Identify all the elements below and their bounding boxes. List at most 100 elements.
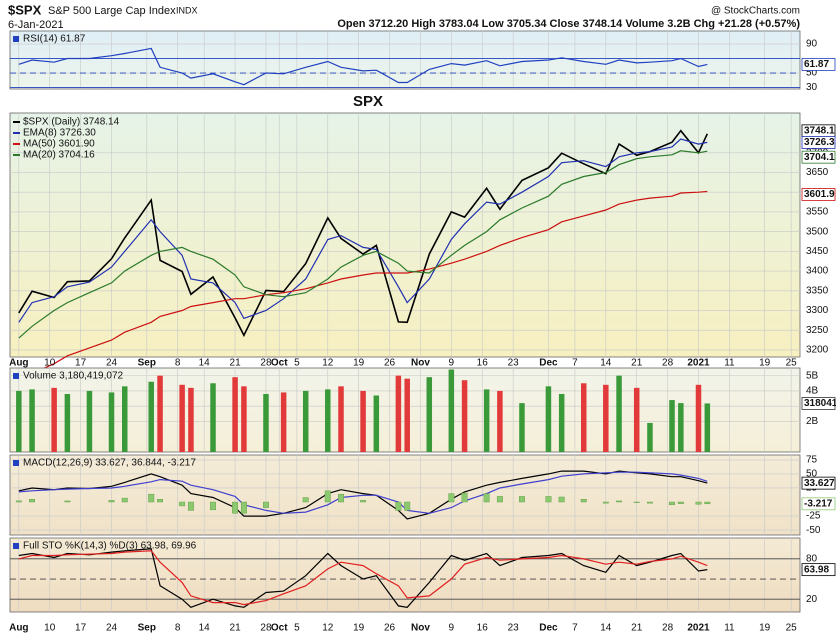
x-tick-label: 26 [384,623,396,634]
symbol: $SPX [8,2,42,17]
x-tick-label: 21 [230,623,242,634]
volume-bar [448,369,455,452]
legend-entry: MA(50) 3601.90 [23,139,95,150]
series-line [18,129,709,338]
legend-swatch [13,121,20,123]
y-tick-label: 20 [806,594,818,605]
volume-bar [360,390,366,452]
panel-bg [9,30,801,90]
volume-bar [704,403,711,452]
value-label: 61.87 [804,59,829,70]
volume-bar [302,390,309,452]
panel-title: RSI(14) 61.87 [23,34,86,45]
x-tick-label: 19 [353,358,365,369]
volume-bar [64,393,71,452]
annotation: SPX [353,93,383,110]
histogram-bar [302,497,309,503]
histogram-bar [580,499,587,503]
y-tick-label: 3650 [806,167,829,178]
y-tick-label: 2B [806,416,819,427]
volume-bar [678,403,684,452]
x-tick-label: 9 [449,623,455,634]
volume-bar [647,422,653,452]
x-tick-label: 10 [44,623,56,634]
value-box [801,136,836,149]
x-tick-label: 28 [260,623,272,634]
volume-bar [633,387,640,452]
panel-bg [9,112,801,358]
volume-bar [497,390,503,452]
histogram-bar [677,501,684,504]
x-tick-label: 7 [572,623,578,634]
legend-entry: EMA(8) 3726.30 [23,128,96,139]
x-tick-label: 21 [631,623,643,634]
volume-bar [483,389,490,452]
x-tick-label: Dec [539,623,558,634]
series-line [18,150,708,339]
x-tick-label: 19 [759,358,771,369]
volume-bar [545,386,552,452]
title-swatch [13,36,19,42]
x-tick-label: 14 [600,358,612,369]
value-label: 3601.9 [804,189,835,200]
x-tick-label: 28 [662,623,674,634]
value-label: -3.217 [804,498,833,509]
value-box [801,188,836,201]
x-tick-label: 5 [294,623,300,634]
x-tick-label: Sep [138,623,156,634]
histogram-bar [338,493,344,503]
volume-bar [86,390,93,452]
value-label: 3704.1 [804,152,835,163]
volume-bar [325,389,331,452]
x-tick-label: 25 [786,358,798,369]
value-box [801,563,836,577]
histogram-bar [148,493,155,503]
histogram-bar [461,492,468,503]
histogram-bar [263,501,269,508]
volume-bar [121,386,128,452]
x-tick-label: 14 [199,358,211,369]
histogram-bar [496,496,503,503]
volume-bar [373,395,380,452]
index-name: S&P 500 Large Cap Index [48,5,176,17]
histogram-bar [602,501,609,504]
x-tick-label: 8 [175,358,181,369]
y-tick-label: 3300 [806,305,829,316]
volume-bar [519,403,525,452]
ohlc: Open 3712.20 High 3783.04 Low 3705.34 Cl… [337,18,800,30]
x-tick-label: 11 [724,623,735,634]
y-tick-label: 3500 [806,226,829,237]
x-tick-label: 11 [724,358,735,369]
x-tick-label: Aug [9,358,28,369]
x-tick-label: Sep [138,358,156,369]
histogram-bar [64,500,71,503]
histogram-bar [360,500,367,503]
histogram-bar [404,501,411,511]
histogram-bar [179,501,186,507]
y-tick-label: 30 [806,82,818,93]
volume-bar [29,389,35,452]
volume-bar [51,387,57,452]
x-tick-label: 21 [631,358,643,369]
volume-bar [280,392,287,452]
x-tick-label: 28 [662,358,674,369]
volume-bar [108,392,115,452]
x-tick-label: 12 [322,623,334,634]
x-tick-label: 16 [477,623,489,634]
volume-bar [558,393,565,452]
volume-bar [188,387,194,452]
volume-bar [263,393,269,452]
legend-swatch [13,132,20,134]
volume-bar [148,381,154,452]
volume-bar [404,378,410,452]
value-box [801,497,836,511]
histogram-bar [545,496,552,503]
panel-title: Full STO %K(14,3) %D(3) 63.98, 69.96 [23,541,197,552]
histogram-bar [15,500,22,503]
legend-swatch [13,154,20,156]
volume-bar [603,384,609,452]
series-line [18,471,708,514]
x-tick-label: 7 [572,358,578,369]
volume-bar [580,383,587,452]
volume-bar [338,386,344,452]
